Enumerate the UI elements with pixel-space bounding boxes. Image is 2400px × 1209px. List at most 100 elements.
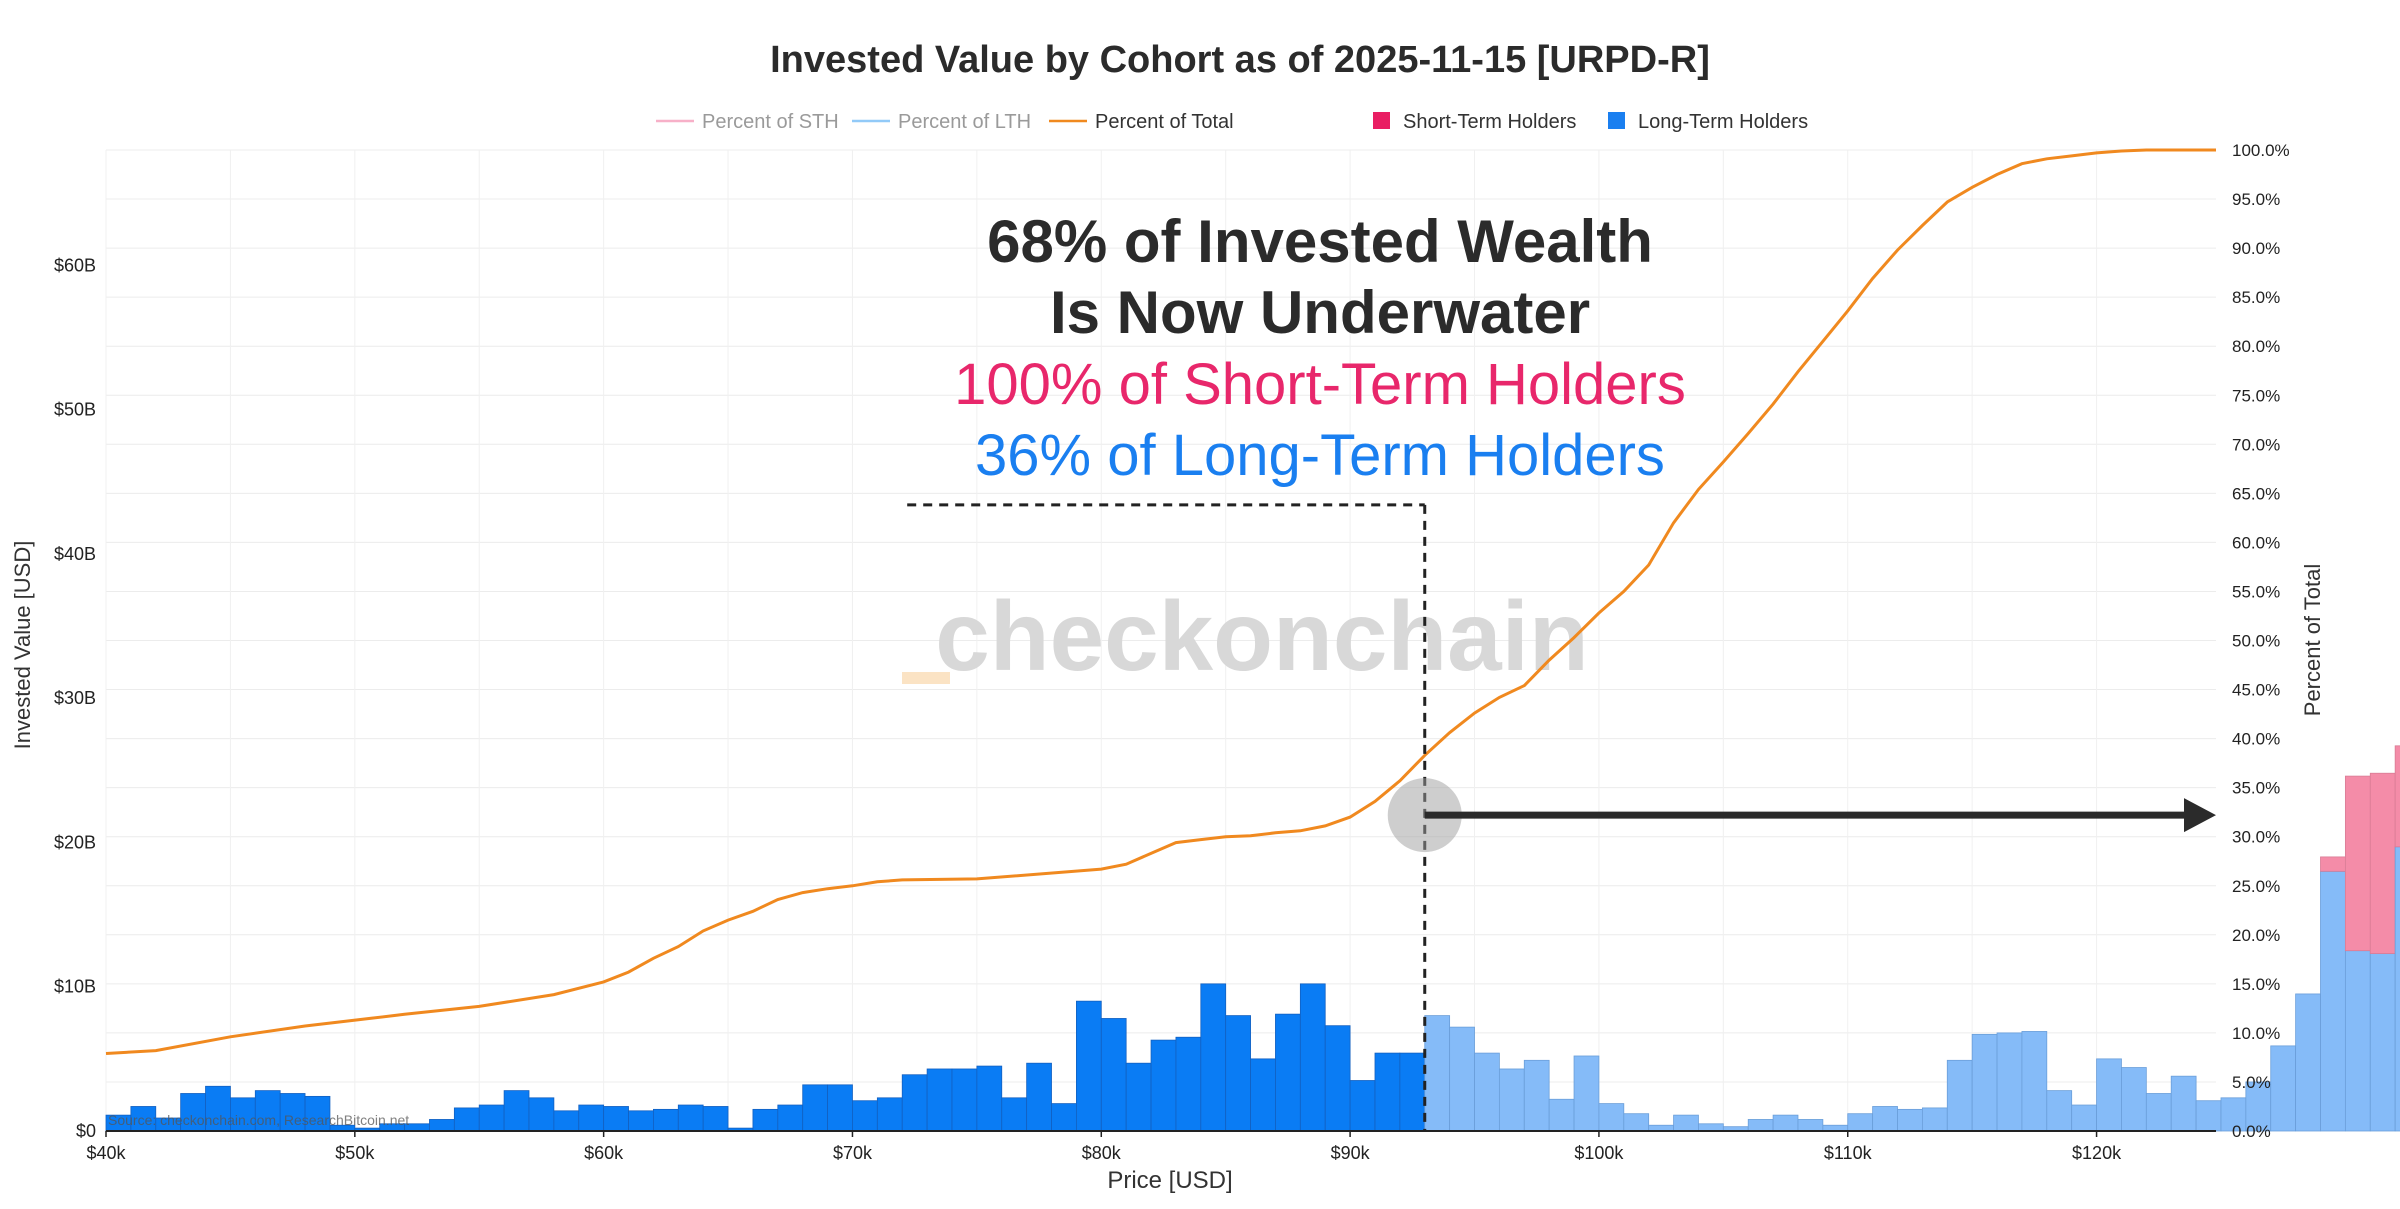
bar-lth: [777, 1104, 804, 1132]
bar-lth: [503, 1090, 530, 1132]
bar-lth: [1150, 1039, 1177, 1132]
bar-lth: [2320, 870, 2346, 1132]
bar-lth: [1076, 1000, 1102, 1132]
bar-lth: [1548, 1098, 1575, 1132]
lth-annotation: 36% of Long-Term Holders: [975, 423, 1665, 488]
watermark-layer: checkonchain: [902, 581, 1589, 691]
y2-tick-label: 30.0%: [2232, 828, 2280, 847]
bar-lth: [976, 1065, 1003, 1132]
line-layer: [105, 148, 2216, 1055]
watermark-accent: [902, 672, 950, 684]
bar-lth: [1772, 1114, 1799, 1132]
y2-tick-label: 15.0%: [2232, 975, 2280, 994]
bar-lth: [628, 1110, 654, 1132]
y-tick-label: $20B: [54, 832, 96, 852]
x-tick-label: $120k: [2072, 1143, 2122, 1163]
bar-lth: [827, 1084, 853, 1132]
bar-lth: [2270, 1045, 2297, 1132]
bar-lth: [2220, 1097, 2247, 1132]
bar-lth: [279, 1093, 306, 1132]
bar-lth: [702, 1106, 729, 1132]
bar-lth: [876, 1097, 903, 1132]
bar-lth: [1698, 1123, 1724, 1132]
bar-lth: [1175, 1036, 1202, 1132]
bar-lth: [1946, 1059, 1973, 1132]
chart-title: Invested Value by Cohort as of 2025-11-1…: [770, 39, 1710, 81]
legend-label: Percent of Total: [1095, 111, 1234, 133]
bar-lth: [2369, 953, 2396, 1132]
bar-lth: [1971, 1033, 1998, 1132]
bar-lth: [1498, 1068, 1525, 1132]
bar-lth: [2121, 1067, 2147, 1132]
bar-lth: [553, 1110, 580, 1132]
source-note: Source: checkonchain.com, ResearchBitcoi…: [108, 1112, 409, 1128]
bar-lth: [1374, 1052, 1401, 1132]
bar-lth: [1349, 1080, 1376, 1132]
legend-layer: Percent of STH Percent of LTH Percent of T…: [656, 111, 1808, 133]
y2-tick-label: 25.0%: [2232, 877, 2280, 896]
y2-tick-label: 90.0%: [2232, 239, 2280, 258]
bar-lth: [1996, 1032, 2023, 1132]
bar-lth: [1747, 1119, 1774, 1132]
x-tick-label: $110k: [1824, 1143, 1873, 1163]
y2-tick-label: 35.0%: [2232, 779, 2280, 798]
bar-lth: [1125, 1062, 1152, 1132]
y2-tick-label: 95.0%: [2232, 190, 2280, 209]
bar-lth: [603, 1106, 629, 1132]
y2-tick-label: 75.0%: [2232, 386, 2280, 405]
y2-tick-label: 45.0%: [2232, 681, 2280, 700]
x-axis-title: Price [USD]: [1107, 1167, 1232, 1194]
bar-lth: [901, 1074, 928, 1132]
legend-swatch-square: [1608, 112, 1625, 129]
y-tick-label: $30B: [54, 688, 96, 708]
bar-lth: [1001, 1097, 1028, 1132]
bar-lth: [1673, 1114, 1699, 1132]
arrow-head: [2184, 798, 2216, 833]
y2-tick-label: 70.0%: [2232, 435, 2280, 454]
y2-tick-label: 50.0%: [2232, 632, 2280, 651]
y-tick-label: $60B: [54, 255, 96, 275]
bar-lth: [1275, 1013, 1301, 1132]
legend-label: Percent of LTH: [898, 111, 1031, 133]
x-tick-label: $40k: [86, 1143, 126, 1163]
bar-lth: [2245, 1081, 2272, 1132]
y2-tick-label: 80.0%: [2232, 337, 2280, 356]
bar-lth: [528, 1097, 555, 1132]
annotation-layer: [907, 503, 2216, 1131]
y-tick-label: $10B: [54, 977, 96, 997]
bar-lth: [1225, 1015, 1251, 1132]
bar-sth: [2320, 856, 2346, 872]
legend-label: Short-Term Holders: [1403, 111, 1576, 133]
legend-label: Percent of STH: [702, 111, 839, 133]
bar-lth: [1200, 983, 1227, 1132]
y2-tick-label: 65.0%: [2232, 484, 2280, 503]
y2-tick-label: 100.0%: [2232, 141, 2290, 160]
watermark-text: checkonchain: [935, 581, 1589, 691]
line-percent-total: [105, 148, 2216, 1055]
bar-lth: [429, 1119, 455, 1132]
bar-lth: [1299, 983, 1326, 1132]
bar-lth: [1523, 1059, 1550, 1132]
bar-lth: [1897, 1108, 1923, 1132]
bar-lth: [926, 1068, 953, 1132]
bar-lth: [1250, 1058, 1276, 1132]
bar-lth: [1051, 1103, 1077, 1132]
bar-lth: [1100, 1018, 1127, 1132]
bar-lth: [752, 1108, 779, 1132]
bar-lth: [951, 1068, 978, 1132]
x-tick-label: $80k: [1082, 1143, 1122, 1163]
x-tick-label: $50k: [335, 1143, 375, 1163]
bar-lth: [1872, 1106, 1898, 1132]
bar-lth: [2021, 1031, 2048, 1132]
bar-lth: [653, 1108, 679, 1132]
bar-lth: [2295, 993, 2321, 1132]
bar-lth: [254, 1090, 281, 1132]
y2-tick-label: 85.0%: [2232, 288, 2280, 307]
y2-tick-label: 40.0%: [2232, 730, 2280, 749]
bar-lth: [1623, 1113, 1650, 1132]
bar-lth: [1399, 1052, 1426, 1132]
bar-lth: [578, 1104, 605, 1132]
